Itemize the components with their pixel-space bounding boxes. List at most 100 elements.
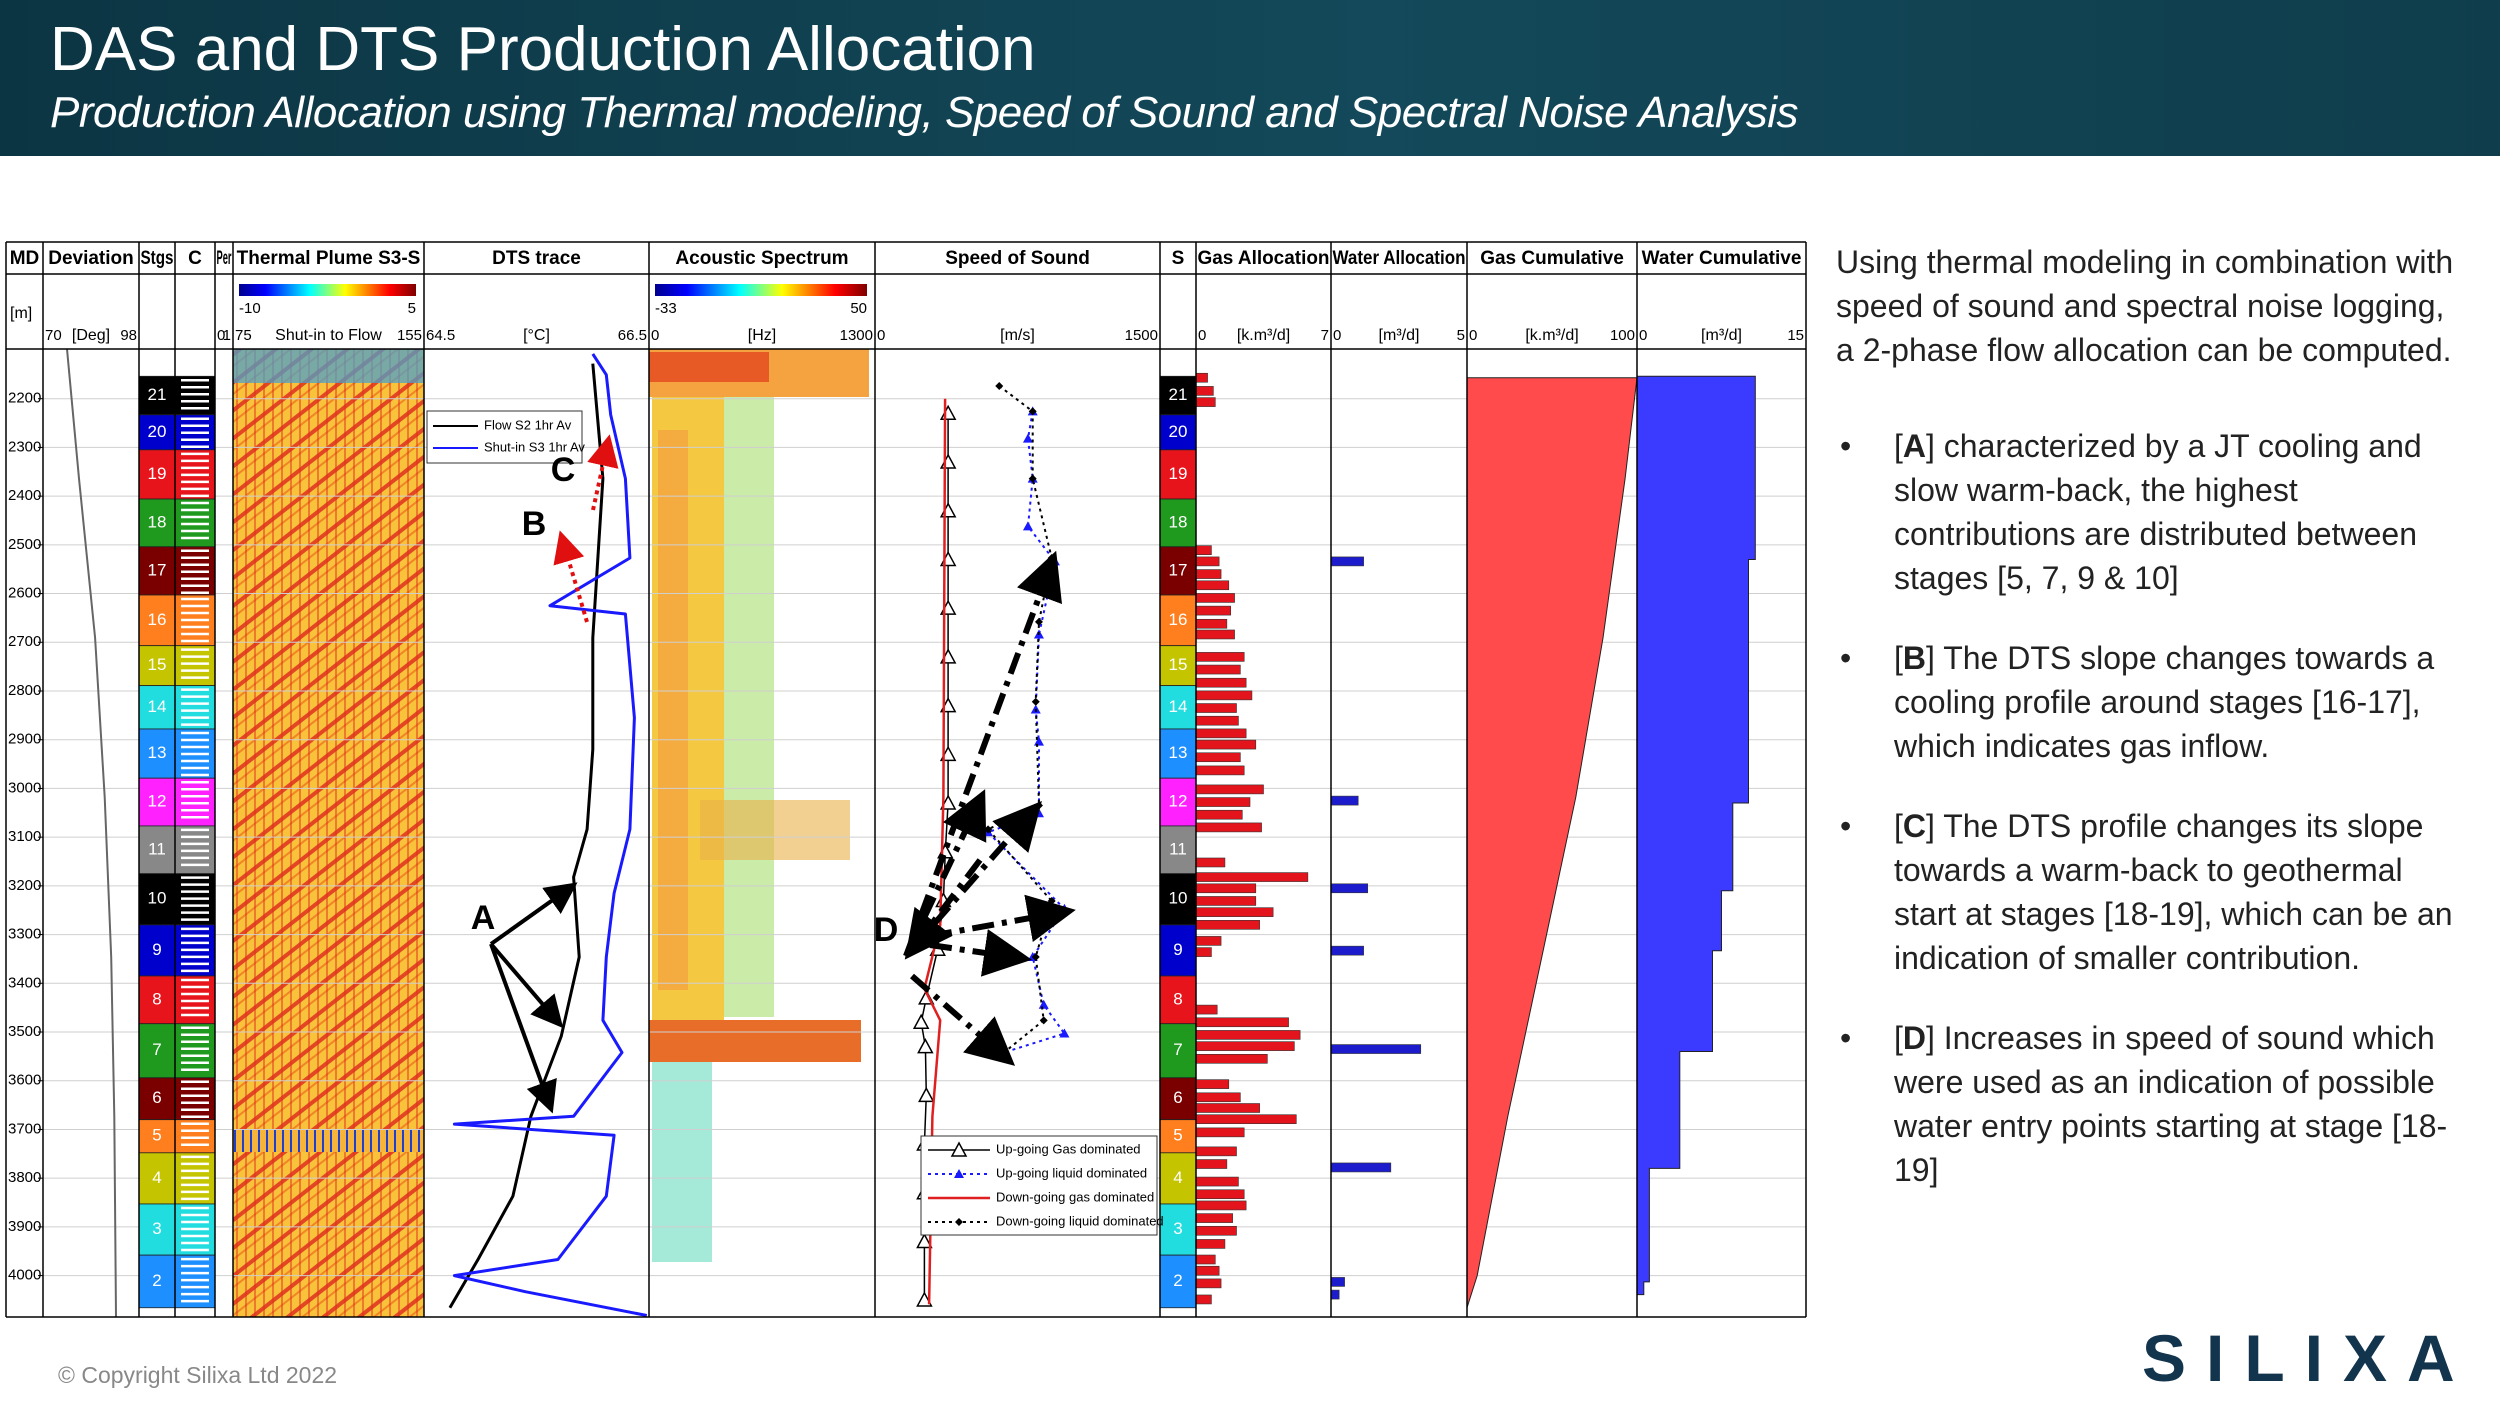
stage-label: 16 [1169,610,1188,629]
stage-label: 15 [1169,655,1188,674]
unit: [m] [10,305,32,322]
annotation: C [551,451,576,489]
sos-point [1031,697,1040,706]
stage-label: 11 [148,839,166,858]
side-text: Using thermal modeling in combination wi… [1836,240,2466,1228]
header-band: DAS and DTS Production Allocation Produc… [0,0,2500,156]
sos-point [1031,952,1040,961]
bullet-text: ] characterized by a JT cooling and slow… [1894,428,2422,596]
stage-label: 2 [152,1271,161,1290]
stage-label: 5 [152,1126,161,1145]
sos-point [1022,521,1033,531]
stage-label: 7 [1173,1040,1182,1059]
bullet-dot: • [1840,428,1852,464]
stage-label: 18 [148,512,167,531]
unit: [m/s] [1000,327,1035,344]
bracket: [ [1894,808,1903,844]
stage-label: 13 [148,743,167,762]
x-tick-label: 1500 [1125,327,1158,344]
allocation-bar [1195,947,1212,957]
dts-trace [452,353,648,1317]
acoustic-strip-core [658,430,688,990]
colorbar-label: -33 [655,300,677,317]
bullet-text: ] The DTS profile changes its slope towa… [1894,808,2453,976]
sos-point [1059,1028,1070,1038]
y-tick-label: 2200 [8,390,41,407]
annotation: B [522,505,547,543]
sos-point [912,1013,930,1030]
acoustic-green [724,397,774,1017]
allocation-bar [1195,1041,1295,1051]
allocation-bar [1195,728,1247,739]
thermal-plume-texture [233,349,424,1317]
allocation-bar [1195,920,1260,930]
track-header: Per [217,248,232,269]
thermal-plume-top [233,349,424,383]
y-tick-label: 2300 [8,438,41,455]
allocation-bar [1195,703,1237,713]
stage-box [1159,1077,1197,1121]
stage-box [1159,1254,1197,1309]
x-tick-label: 0 [1198,327,1206,344]
stage-label: 14 [148,697,167,716]
bullet-item: • [B] The DTS slope changes towards a coo… [1836,636,2466,768]
stage-box [1159,924,1197,977]
allocation-bar [1195,936,1222,946]
allocation-bar [1195,765,1245,776]
copyright: © Copyright Silixa Ltd 2022 [58,1362,338,1388]
allocation-bar [1195,545,1212,555]
y-tick-label: 3200 [8,877,41,894]
x-tick-label: 1 [223,327,231,344]
unit: [Deg] [72,327,110,344]
sos-point [1022,433,1033,443]
stage-label: 2 [1173,1271,1182,1290]
stage-label: 17 [148,560,167,579]
allocation-bar [1195,1103,1260,1113]
colorbar [239,284,416,296]
deviation-curve [66,348,117,1318]
x-tick-label: 0 [1639,327,1647,344]
allocation-bar [1195,1017,1289,1028]
logo: SILIXA [2142,1321,2475,1395]
unit: [k.m³/d] [1525,327,1578,344]
bracket: [ [1894,640,1903,676]
stage-label: 6 [1173,1088,1182,1107]
stage-box [1159,685,1197,730]
x-tick-label: 100 [1610,327,1635,344]
stage-label: 15 [148,655,167,674]
stage-label: 19 [1169,464,1188,483]
arrows-bc [553,434,619,623]
y-tick-label: 3700 [8,1120,41,1137]
unit: [m³/d] [1379,327,1420,344]
stage-box [138,685,216,730]
stage-label: 8 [152,989,161,1008]
allocation-bar [1330,1044,1422,1054]
allocation-bar [1195,1114,1297,1125]
y-tick-label: 3100 [8,828,41,845]
sos-point [917,1038,934,1054]
allocation-bar [1330,1289,1340,1300]
y-tick-label: 2400 [8,487,41,504]
acoustic-band [649,1020,861,1062]
unit: Shut-in to Flow [275,327,382,344]
x-tick-label: 75 [235,327,252,344]
legend-marker [950,1141,968,1157]
stage-label: 4 [152,1168,161,1187]
stage-label: 12 [148,792,167,811]
stage-label: 20 [148,422,167,441]
allocation-bar [1195,1176,1239,1187]
allocation-bar [1330,556,1364,567]
allocation-bar [1195,715,1239,726]
bullet-key: C [1902,808,1926,844]
sos-line [986,385,1053,1054]
bullet-item: • [D] Increases in speed of sound which w… [1836,1016,2466,1192]
allocation-bar [1195,397,1216,407]
track-header: Deviation [48,248,134,269]
stage-label: 4 [1173,1168,1182,1187]
allocation-bar [1195,1054,1268,1064]
allocation-bar [1195,677,1247,688]
x-tick-label: 15 [1787,327,1804,344]
sos-point [916,1232,933,1249]
intro: Using thermal modeling in combination wi… [1836,244,2454,368]
allocation-bar [1195,386,1214,396]
